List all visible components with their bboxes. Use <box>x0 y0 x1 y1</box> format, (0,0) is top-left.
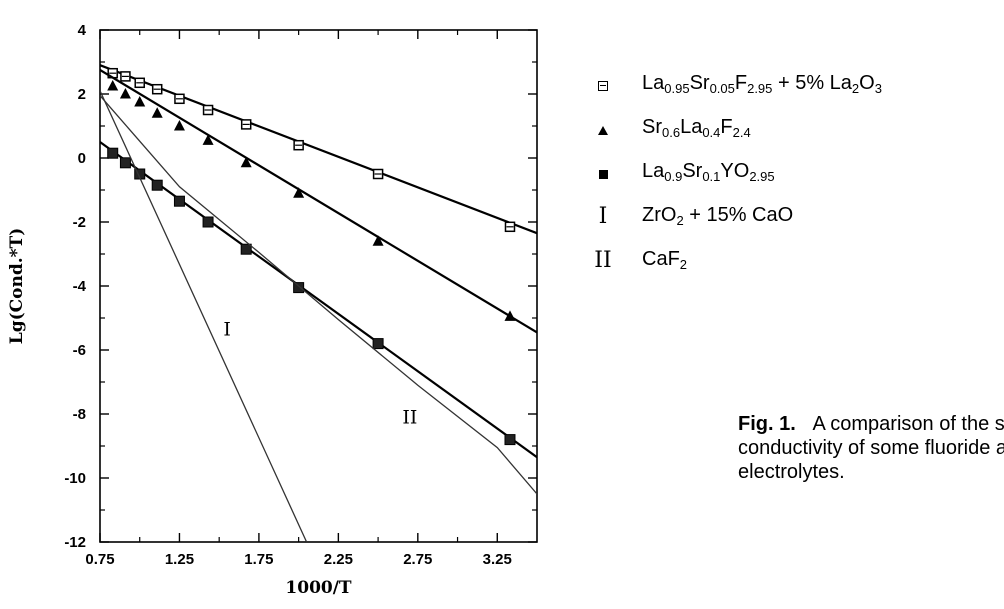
legend-text-part: Sr <box>642 116 662 138</box>
legend-subscript: 2 <box>679 257 688 272</box>
legend-text-part: Sr <box>689 72 710 94</box>
legend-subscript: 2.95 <box>749 169 775 184</box>
filled-square-marker <box>240 243 252 255</box>
triangle-marker-icon <box>588 116 618 141</box>
legend-text-part: F <box>720 116 733 138</box>
y-tick-label: -6 <box>73 342 86 359</box>
filled-square-marker <box>293 282 305 294</box>
legend-text-part: YO <box>720 160 750 182</box>
plot-area <box>100 64 537 542</box>
triangle-marker <box>151 107 163 118</box>
filled-square-marker <box>173 195 185 207</box>
legend-text-part: F <box>734 72 748 94</box>
legend-text-part: + 5% La <box>772 72 852 94</box>
series-line <box>100 141 537 459</box>
triangle-marker <box>293 187 305 198</box>
y-tick-label: -2 <box>73 214 86 231</box>
triangle-marker <box>173 120 185 131</box>
filled-square-marker <box>202 216 214 228</box>
series-line <box>100 64 537 235</box>
legend-text-part: La <box>642 72 665 94</box>
series-line <box>100 95 537 495</box>
figure-caption: Fig. 1. A comparison of the s conductivi… <box>738 412 1004 484</box>
legend-subscript: 0.6 <box>662 125 681 140</box>
series-line <box>100 69 537 334</box>
triangle-marker <box>202 134 214 145</box>
legend-subscript: 0.4 <box>702 125 721 140</box>
triangle-marker <box>119 88 131 99</box>
x-tick-label: 2.25 <box>324 551 353 568</box>
x-tick-label: 2.75 <box>403 551 432 568</box>
filled-square-marker-icon <box>588 160 618 185</box>
y-tick-label: 0 <box>78 150 86 167</box>
series-label-I: I <box>223 319 231 341</box>
caption-line-1: A comparison of the s <box>812 413 1004 435</box>
legend-label: ZrO2 + 15% CaO <box>642 204 793 228</box>
triangle-marker <box>504 310 516 321</box>
y-tick-label: -4 <box>73 278 87 295</box>
filled-square-marker <box>372 338 384 350</box>
y-tick-label: -8 <box>73 406 86 423</box>
y-tick-label: 4 <box>78 22 87 39</box>
legend-text-part: Sr <box>682 160 703 182</box>
legend-subscript: 2 <box>851 81 860 96</box>
filled-square-marker <box>151 179 163 191</box>
legend-label: La0.95Sr0.05F2.95 + 5% La2O3 <box>642 72 882 96</box>
legend-subscript: 0.9 <box>664 169 683 184</box>
caption-figure-number: Fig. 1. <box>738 413 796 435</box>
x-tick-label: 1.25 <box>165 551 194 568</box>
legend-subscript: 0.95 <box>664 81 690 96</box>
legend-subscript: 3 <box>874 81 882 96</box>
series-label-II: II <box>402 407 417 429</box>
caption-line-2: conductivity of some fluoride an <box>738 437 1004 459</box>
legend-subscript: 2 <box>676 213 684 228</box>
filled-square-marker <box>504 434 516 446</box>
filled-square-marker <box>107 147 119 159</box>
legend-roman-numeral: I <box>598 204 608 229</box>
plot-frame <box>99 29 538 543</box>
triangle-marker <box>107 80 119 91</box>
legend-text-part: La <box>642 160 665 182</box>
y-axis-title: Lg(Cond.*T) <box>7 228 27 345</box>
legend-text-part: + 15% CaO <box>683 204 794 226</box>
triangle-marker <box>372 235 384 246</box>
legend-label: Sr0.6La0.4F2.4 <box>642 116 751 140</box>
legend-text-part: La <box>680 116 703 138</box>
open-square-marker-icon <box>588 72 618 97</box>
legend-label: La0.9Sr0.1YO2.95 <box>642 160 775 184</box>
legend-label: CaF2 <box>642 248 687 272</box>
legend-roman-numeral: II <box>594 248 612 273</box>
caption-line-3: electrolytes. <box>738 461 845 483</box>
legend-subscript: 0.1 <box>702 169 721 184</box>
legend-text-part: O <box>859 72 875 94</box>
legend-subscript: 2.95 <box>747 81 773 96</box>
y-tick-label: -12 <box>64 534 86 551</box>
filled-square-marker <box>119 157 131 169</box>
legend-subscript: 2.4 <box>732 125 751 140</box>
legend-subscript: 0.05 <box>709 81 735 96</box>
chart: 4 2 0 -2 -4 -6 -8 -10 -120.75 1.25 1.75 2.25 2.75 3.2… <box>7 22 538 598</box>
legend-text-part: ZrO <box>642 204 677 226</box>
x-tick-label: 1.75 <box>244 551 273 568</box>
legend-text-part: CaF <box>642 248 680 270</box>
y-tick-label: -10 <box>64 470 86 487</box>
x-tick-label: 0.75 <box>85 551 114 568</box>
x-axis-title: 1000/T <box>285 578 352 598</box>
triangle-marker <box>134 96 146 107</box>
series-line <box>100 90 308 542</box>
y-tick-label: 2 <box>78 86 86 103</box>
x-tick-label: 3.25 <box>483 551 512 568</box>
triangle-marker <box>240 156 252 168</box>
